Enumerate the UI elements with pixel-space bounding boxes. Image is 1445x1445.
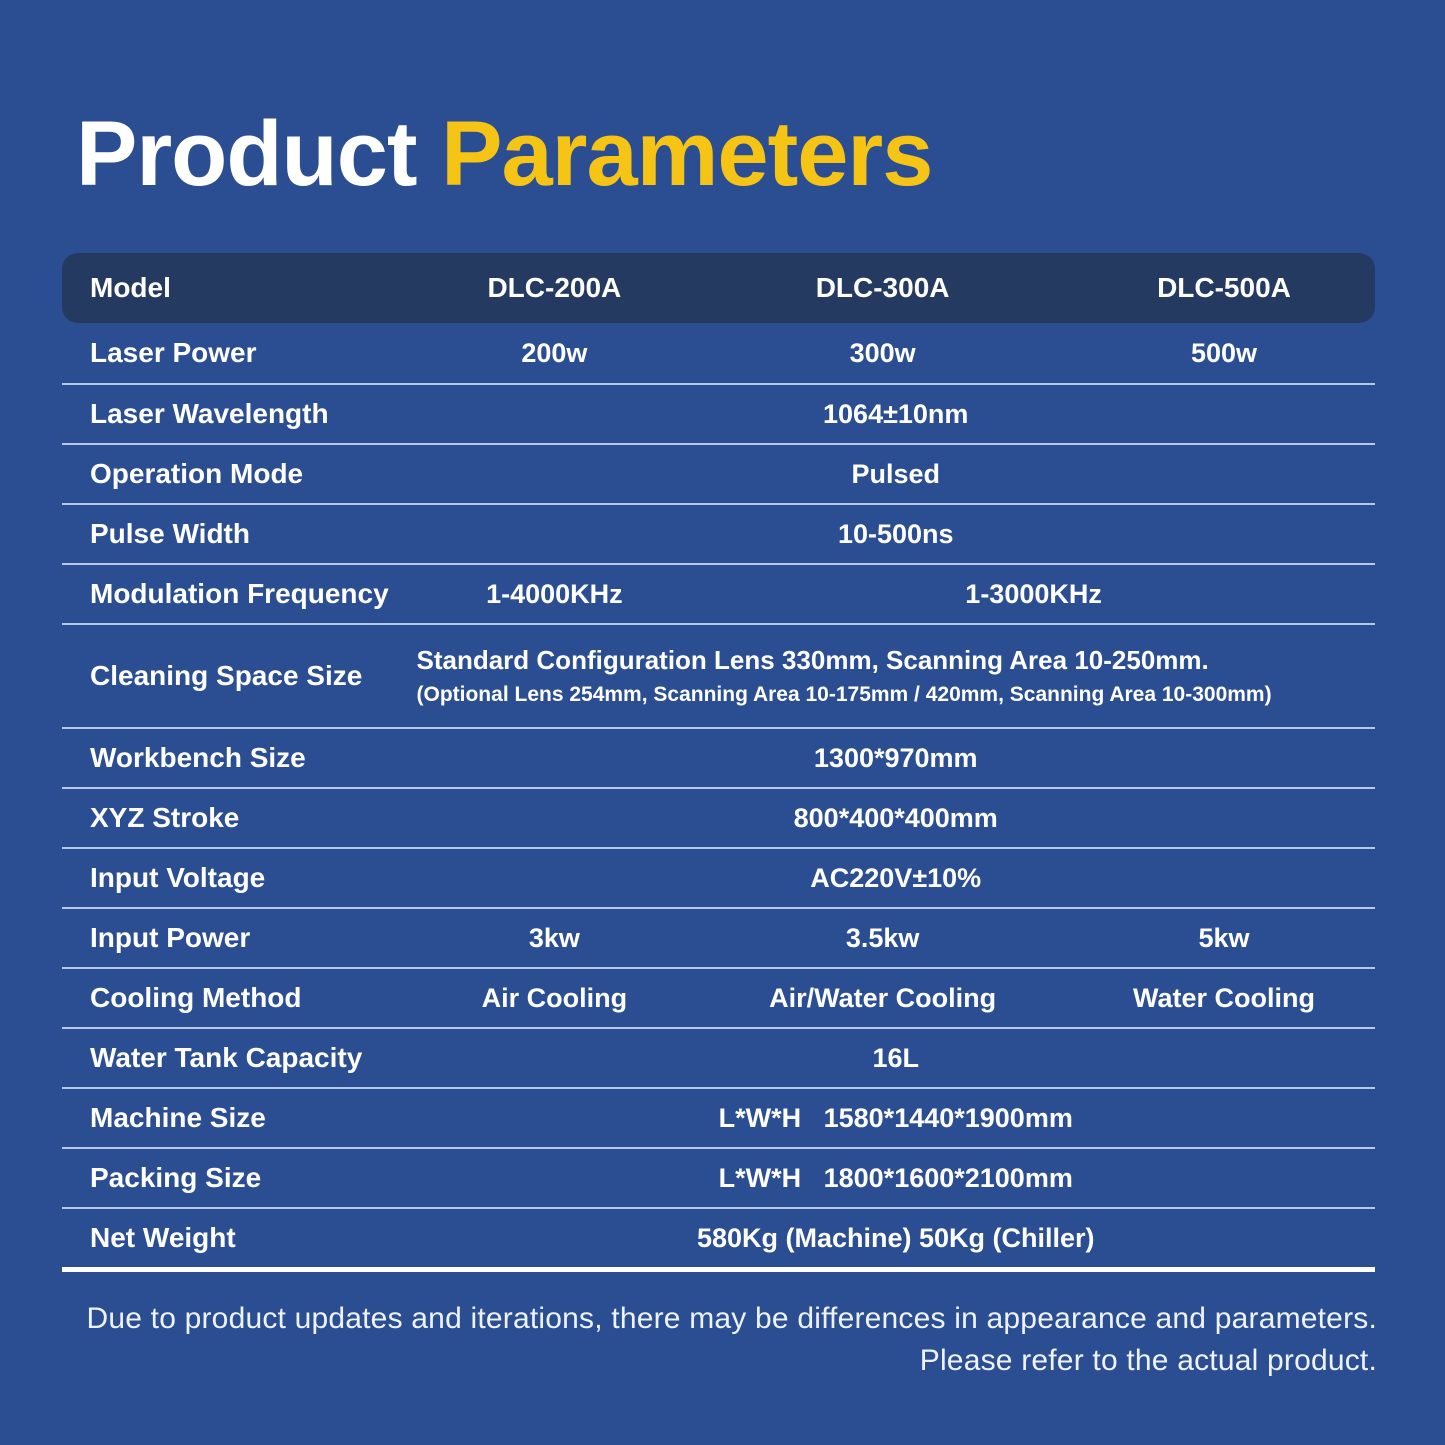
row-label: Modulation Frequency [90, 578, 389, 609]
table-row: Water Tank Capacity 16L [62, 1027, 1375, 1087]
row-value: 1300*970mm [813, 742, 978, 773]
row-value: 3kw [528, 922, 580, 953]
table-row: XYZ Stroke 800*400*400mm [62, 787, 1375, 847]
row-value-right: 1-3000KHz [965, 578, 1102, 609]
row-value: 5kw [1198, 922, 1250, 953]
row-label: Workbench Size [90, 742, 306, 773]
row-label: Cooling Method [90, 982, 302, 1013]
row-value: L*W*H 1580*1440*1900mm [718, 1102, 1073, 1133]
row-label: Input Power [90, 922, 251, 953]
table-row: Machine Size L*W*H 1580*1440*1900mm [62, 1087, 1375, 1147]
row-value: 3.5kw [845, 922, 920, 953]
table-body: Laser Power 200w 300w 500w Laser Wavelength 1… [62, 323, 1375, 1272]
row-value: 500w [1190, 337, 1257, 368]
row-value-line2: (Optional Lens 254mm, Scanning Area 10-1… [416, 682, 1272, 706]
header-model-1: DLC-200A [487, 272, 622, 303]
table-header-row: Model DLC-200A DLC-300A DLC-500A [62, 253, 1375, 323]
row-label: Packing Size [90, 1162, 262, 1193]
table-row: Net Weight 580Kg (Machine) 50Kg (Chiller) [62, 1207, 1375, 1267]
row-label: Laser Power [90, 337, 257, 368]
row-label: XYZ Stroke [90, 802, 240, 833]
table-row: Input Voltage AC220V±10% [62, 847, 1375, 907]
row-value: 580Kg (Machine) 50Kg (Chiller) [696, 1222, 1095, 1253]
row-value: Pulsed [851, 458, 940, 489]
table-row: Pulse Width 10-500ns [62, 503, 1375, 563]
row-value: 300w [849, 337, 916, 368]
row-value: AC220V±10% [810, 862, 982, 893]
row-label: Pulse Width [90, 518, 250, 549]
row-value: 16L [872, 1042, 919, 1073]
table-row: Workbench Size 1300*970mm [62, 727, 1375, 787]
row-value: L*W*H 1800*1600*2100mm [718, 1162, 1073, 1193]
footer-line-1: Due to product updates and iterations, t… [86, 1302, 1377, 1335]
row-label: Operation Mode [90, 458, 304, 489]
page-title: Product Parameters [76, 103, 933, 205]
row-value: Water Cooling [1132, 982, 1315, 1013]
footer-line-2: Please refer to the actual product. [919, 1344, 1377, 1377]
row-value: Air Cooling [481, 982, 628, 1013]
table-row: Operation Mode Pulsed [62, 443, 1375, 503]
row-value-line1: Standard Configuration Lens 330mm, Scann… [416, 644, 1209, 675]
footer-disclaimer: Due to product updates and iterations, t… [60, 1298, 1377, 1382]
header-model-label: Model [90, 272, 171, 303]
table-row: Input Power 3kw 3.5kw 5kw [62, 907, 1375, 967]
table-row: Cleaning Space Size Standard Configuratio… [62, 623, 1375, 727]
row-value: 10-500ns [837, 518, 954, 549]
row-value-multiline: Standard Configuration Lens 330mm, Scann… [417, 632, 1375, 720]
row-label: Net Weight [90, 1222, 236, 1253]
table-row: Cooling Method Air Cooling Air/Water Cooli… [62, 967, 1375, 1027]
row-label: Cleaning Space Size [90, 660, 363, 691]
row-label: Laser Wavelength [90, 398, 329, 429]
row-value-left: 1-4000KHz [486, 578, 623, 609]
header-model-3: DLC-500A [1157, 272, 1291, 303]
header-model-2: DLC-300A [815, 272, 950, 303]
row-value: 800*400*400mm [793, 802, 998, 833]
page-title-parameters: Parameters [441, 103, 933, 205]
table-row: Laser Power 200w 300w 500w [62, 323, 1375, 383]
table-row: Modulation Frequency 1-4000KHz 1-3000KHz [62, 563, 1375, 623]
row-value: Air/Water Cooling [769, 982, 997, 1013]
row-value: 1064±10nm [823, 398, 969, 429]
row-label: Water Tank Capacity [90, 1042, 363, 1073]
table-row: Laser Wavelength 1064±10nm [62, 383, 1375, 443]
row-value: 200w [521, 337, 588, 368]
page-title-product: Product [76, 103, 418, 205]
row-label: Machine Size [90, 1102, 266, 1133]
spec-table: Model DLC-200A DLC-300A DLC-500A Laser P… [62, 253, 1375, 1272]
table-row: Packing Size L*W*H 1800*1600*2100mm [62, 1147, 1375, 1207]
row-label: Input Voltage [90, 862, 266, 893]
